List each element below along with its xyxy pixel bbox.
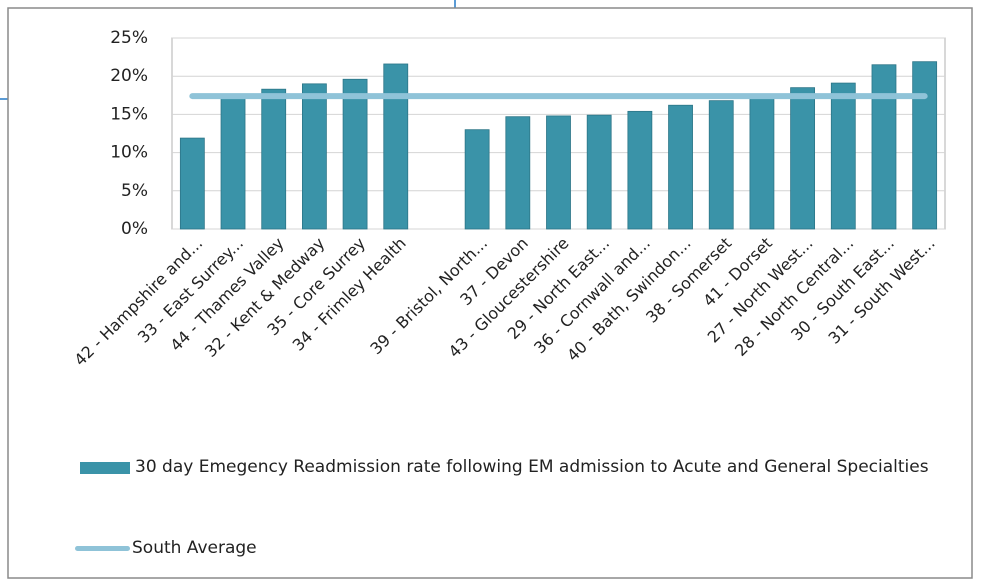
bar [301, 83, 327, 230]
y-tick-label: 10% [110, 143, 148, 163]
bar [790, 87, 816, 230]
bar [668, 104, 693, 230]
bar [464, 129, 490, 230]
bar [383, 63, 409, 230]
y-tick-label: 15% [110, 104, 148, 124]
y-tick-label: 20% [110, 66, 148, 86]
bar [342, 78, 368, 230]
bar [830, 82, 856, 230]
legend: 30 day Emegency Readmission rate followi… [80, 454, 930, 481]
bar [546, 115, 571, 230]
bar [627, 110, 653, 230]
bar [261, 88, 287, 230]
bar [749, 94, 775, 230]
bar [586, 114, 612, 230]
bar [871, 64, 897, 230]
bar [912, 61, 938, 230]
bar [708, 100, 734, 230]
y-tick-label: 0% [121, 219, 148, 239]
y-tick-label: 25% [110, 28, 148, 48]
legend-swatch [80, 462, 130, 474]
legend-label: 30 day Emegency Readmission rate followi… [135, 457, 929, 477]
legend: South Average [75, 535, 257, 562]
legend-label: South Average [132, 538, 257, 558]
bar [220, 94, 246, 230]
bar [505, 116, 531, 230]
bar [179, 137, 205, 230]
legend-swatch [75, 546, 130, 551]
y-tick-label: 5% [121, 181, 148, 201]
